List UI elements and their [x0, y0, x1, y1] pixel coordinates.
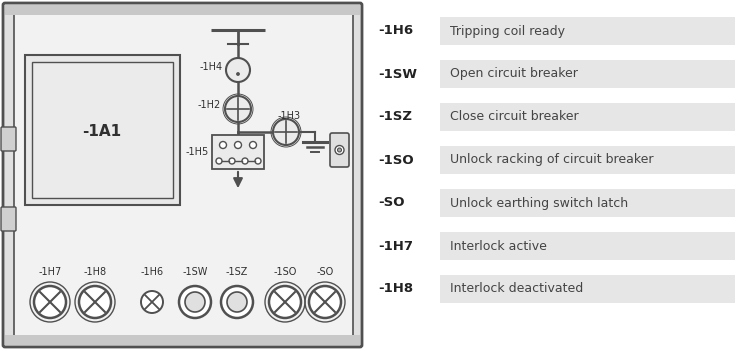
Text: -1H7: -1H7	[38, 267, 62, 277]
FancyBboxPatch shape	[330, 133, 349, 167]
FancyBboxPatch shape	[25, 55, 180, 205]
Circle shape	[250, 141, 256, 148]
FancyBboxPatch shape	[5, 5, 360, 15]
Text: -1H4: -1H4	[200, 62, 223, 72]
FancyBboxPatch shape	[440, 275, 735, 303]
Circle shape	[226, 58, 250, 82]
Text: -1H7: -1H7	[378, 239, 413, 252]
Circle shape	[235, 141, 242, 148]
Text: -1SW: -1SW	[182, 267, 208, 277]
Circle shape	[141, 291, 163, 313]
Text: -1H6: -1H6	[140, 267, 164, 277]
FancyBboxPatch shape	[1, 127, 16, 151]
Text: -1H3: -1H3	[278, 111, 301, 121]
Text: Close circuit breaker: Close circuit breaker	[450, 111, 579, 124]
Circle shape	[229, 158, 235, 164]
Circle shape	[269, 286, 301, 318]
Text: Interlock active: Interlock active	[450, 239, 547, 252]
Circle shape	[227, 292, 247, 312]
Text: -1H8: -1H8	[83, 267, 106, 277]
Circle shape	[335, 146, 344, 154]
Text: -1A1: -1A1	[82, 125, 122, 140]
FancyBboxPatch shape	[32, 62, 173, 198]
Circle shape	[216, 158, 222, 164]
FancyBboxPatch shape	[440, 17, 735, 45]
Text: -SO: -SO	[378, 196, 404, 210]
Text: -1SW: -1SW	[378, 68, 417, 80]
Text: -1SO: -1SO	[378, 154, 414, 167]
Circle shape	[237, 73, 239, 75]
FancyBboxPatch shape	[440, 103, 735, 131]
Text: Open circuit breaker: Open circuit breaker	[450, 68, 578, 80]
Text: -1H6: -1H6	[378, 25, 413, 37]
Circle shape	[221, 286, 253, 318]
Text: Unlock earthing switch latch: Unlock earthing switch latch	[450, 196, 628, 210]
FancyBboxPatch shape	[14, 13, 353, 337]
Circle shape	[179, 286, 211, 318]
FancyBboxPatch shape	[440, 189, 735, 217]
Text: -1SO: -1SO	[273, 267, 297, 277]
Circle shape	[309, 286, 341, 318]
Text: -1H8: -1H8	[378, 282, 413, 295]
Circle shape	[255, 158, 261, 164]
Circle shape	[225, 96, 251, 122]
FancyBboxPatch shape	[212, 135, 264, 169]
FancyBboxPatch shape	[440, 146, 735, 174]
Text: -1H2: -1H2	[198, 100, 221, 110]
Circle shape	[185, 292, 205, 312]
Circle shape	[79, 286, 111, 318]
Text: Unlock racking of circuit breaker: Unlock racking of circuit breaker	[450, 154, 653, 167]
FancyBboxPatch shape	[1, 207, 16, 231]
FancyBboxPatch shape	[440, 232, 735, 260]
Text: -SO: -SO	[316, 267, 334, 277]
Text: Interlock deactivated: Interlock deactivated	[450, 282, 584, 295]
FancyBboxPatch shape	[5, 335, 360, 345]
Text: -1SZ: -1SZ	[226, 267, 248, 277]
Circle shape	[242, 158, 248, 164]
Circle shape	[34, 286, 66, 318]
Circle shape	[338, 148, 341, 152]
Text: Tripping coil ready: Tripping coil ready	[450, 25, 565, 37]
FancyBboxPatch shape	[440, 60, 735, 88]
Text: -1SZ: -1SZ	[378, 111, 412, 124]
Text: -1H5: -1H5	[186, 147, 209, 157]
Circle shape	[273, 119, 299, 145]
Circle shape	[220, 141, 226, 148]
FancyBboxPatch shape	[3, 3, 362, 347]
